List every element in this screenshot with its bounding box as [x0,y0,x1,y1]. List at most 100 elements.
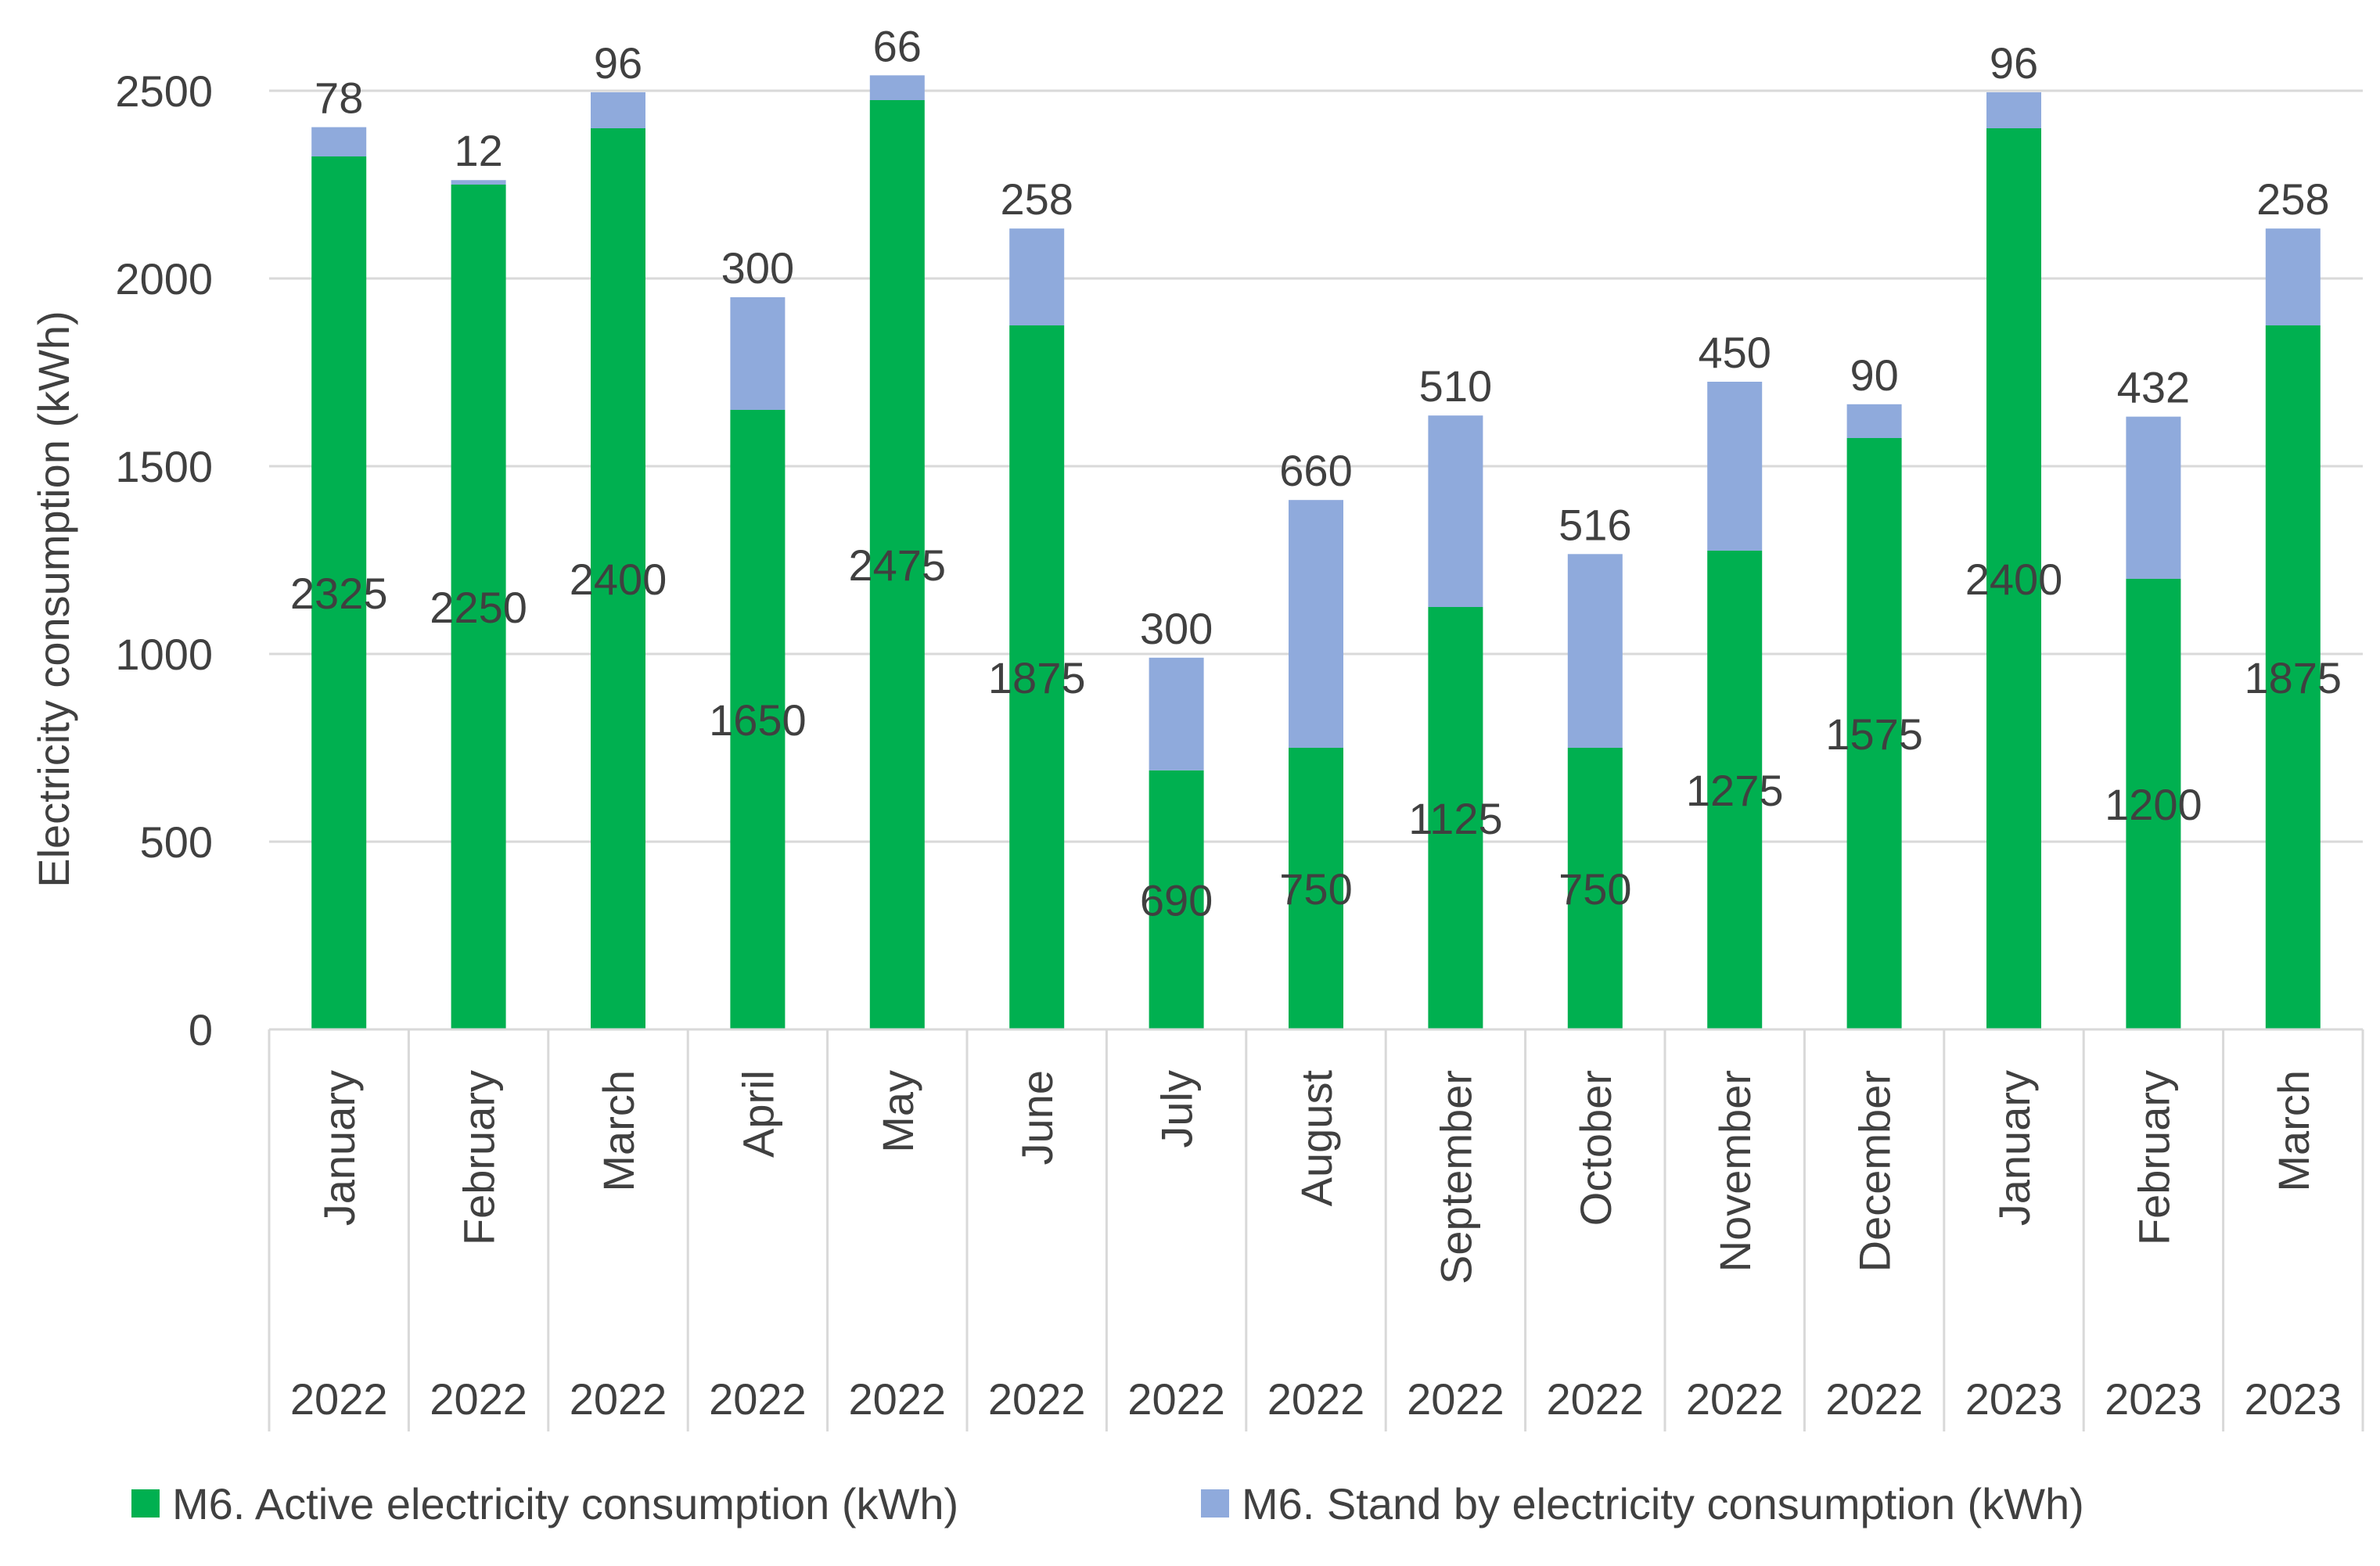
x-tick-label-year: 2022 [1547,1374,1645,1424]
bar-standby-2 [451,180,506,185]
x-tick-label-month: July [1152,1070,1202,1148]
data-label-standby: 96 [1990,38,2038,88]
data-label-active: 2400 [1965,555,2063,604]
x-tick-label-month: February [455,1070,504,1245]
y-tick-label: 1000 [115,630,213,679]
bar-active-9 [1428,607,1483,1029]
bar-standby-6 [1009,228,1065,325]
data-label-standby: 258 [2256,174,2329,224]
x-tick-label-month: December [1850,1070,1900,1272]
data-label-active: 1650 [709,695,807,745]
data-label-active: 690 [1140,875,1213,925]
x-tick-label-year: 2023 [2105,1374,2202,1424]
bar-active-14 [2126,579,2181,1029]
x-tick-label-month: February [2129,1070,2178,1245]
x-tick-label-month: June [1012,1070,1062,1165]
y-tick-label: 500 [140,817,213,867]
legend: M6. Active electricity consumption (kWh)… [131,1479,2084,1528]
data-label-standby: 300 [1140,604,1213,653]
x-tick-label-year: 2022 [1267,1374,1365,1424]
x-tick-label-month: August [1292,1070,1341,1207]
x-tick-label-year: 2022 [290,1374,388,1424]
bar-standby-1 [311,127,367,156]
bar-standby-14 [2126,416,2181,579]
bar-active-12 [1846,438,1902,1029]
legend-label-standby: M6. Stand by electricity consumption (kW… [1242,1479,2084,1528]
data-label-active: 1575 [1825,709,1923,759]
bar-standby-7 [1149,657,1204,770]
bar-standby-8 [1289,500,1343,748]
legend-label-active: M6. Active electricity consumption (kWh) [172,1479,958,1528]
x-tick-label-month: January [315,1070,364,1226]
bar-active-1 [311,156,367,1029]
bar-active-7 [1149,770,1204,1029]
data-label-standby: 96 [594,38,642,88]
x-tick-label-month: April [733,1070,782,1158]
bars [311,75,2321,1029]
x-tick-label-month: October [1571,1070,1620,1226]
x-tick-label-year: 2022 [1407,1374,1505,1424]
x-tick-label-year: 2022 [430,1374,527,1424]
data-label-active: 1875 [988,653,1086,702]
bar-standby-10 [1567,554,1623,748]
bar-standby-4 [730,297,786,410]
data-label-active: 2250 [430,583,527,632]
bar-standby-13 [1986,92,2041,128]
x-tick-label-year: 2022 [988,1374,1086,1424]
bar-active-11 [1707,551,1763,1029]
bar-active-6 [1009,325,1065,1029]
bar-active-3 [591,128,645,1029]
data-label-standby: 90 [1850,350,1898,400]
data-label-standby: 258 [1000,174,1073,224]
x-tick-label-year: 2022 [849,1374,947,1424]
x-tick-label-month: January [1990,1070,2039,1226]
x-tick-label-year: 2022 [709,1374,807,1424]
bar-active-15 [2265,325,2321,1029]
data-label-active: 2325 [290,569,388,618]
y-tick-label: 2000 [115,254,213,304]
bar-standby-11 [1707,382,1763,551]
y-axis-title: Electricity consumption (kWh) [29,311,78,888]
x-tick-label-month: November [1710,1070,1760,1272]
data-label-standby: 12 [454,126,502,175]
data-label-standby: 300 [721,243,794,293]
data-label-active: 1875 [2245,653,2342,702]
bar-active-8 [1289,748,1343,1029]
data-label-standby: 516 [1559,500,1631,549]
data-labels: 2325 78 2250 12 2400 96 1650 300 2475 66 1875 258 69… [290,21,2342,925]
data-label-standby: 660 [1279,446,1352,495]
legend-swatch-standby [1201,1489,1229,1518]
x-tick-label-year: 2022 [1127,1374,1225,1424]
y-tick-label: 2500 [115,66,213,116]
data-label-active: 1125 [1408,794,1502,843]
data-label-standby: 66 [873,21,922,70]
data-label-active: 1275 [1686,766,1784,815]
bar-active-5 [869,100,925,1029]
x-tick-label-year: 2023 [1965,1374,2063,1424]
legend-swatch-active [131,1489,160,1518]
data-label-active: 2475 [849,541,947,590]
data-label-active: 1200 [2105,780,2202,829]
data-label-standby: 450 [1698,328,1771,377]
y-tick-label: 1500 [115,442,213,491]
data-label-standby: 432 [2117,363,2190,412]
bar-active-2 [451,185,506,1029]
data-label-standby: 510 [1419,361,1492,411]
x-tick-label-month: March [2269,1070,2318,1192]
bar-standby-5 [869,75,925,100]
x-tick-label-month: March [594,1070,643,1192]
bar-active-10 [1567,748,1623,1029]
x-tick-label-year: 2022 [570,1374,667,1424]
x-tick-label-month: May [873,1070,922,1153]
bar-standby-12 [1846,404,1902,438]
data-label-active: 750 [1559,864,1631,914]
bar-active-13 [1986,128,2041,1029]
data-label-active: 2400 [570,555,667,604]
x-tick-label-year: 2023 [2245,1374,2342,1424]
data-label-standby: 78 [315,74,363,123]
bar-standby-3 [591,92,645,128]
y-tick-label: 0 [189,1005,213,1054]
bar-standby-15 [2265,228,2321,325]
